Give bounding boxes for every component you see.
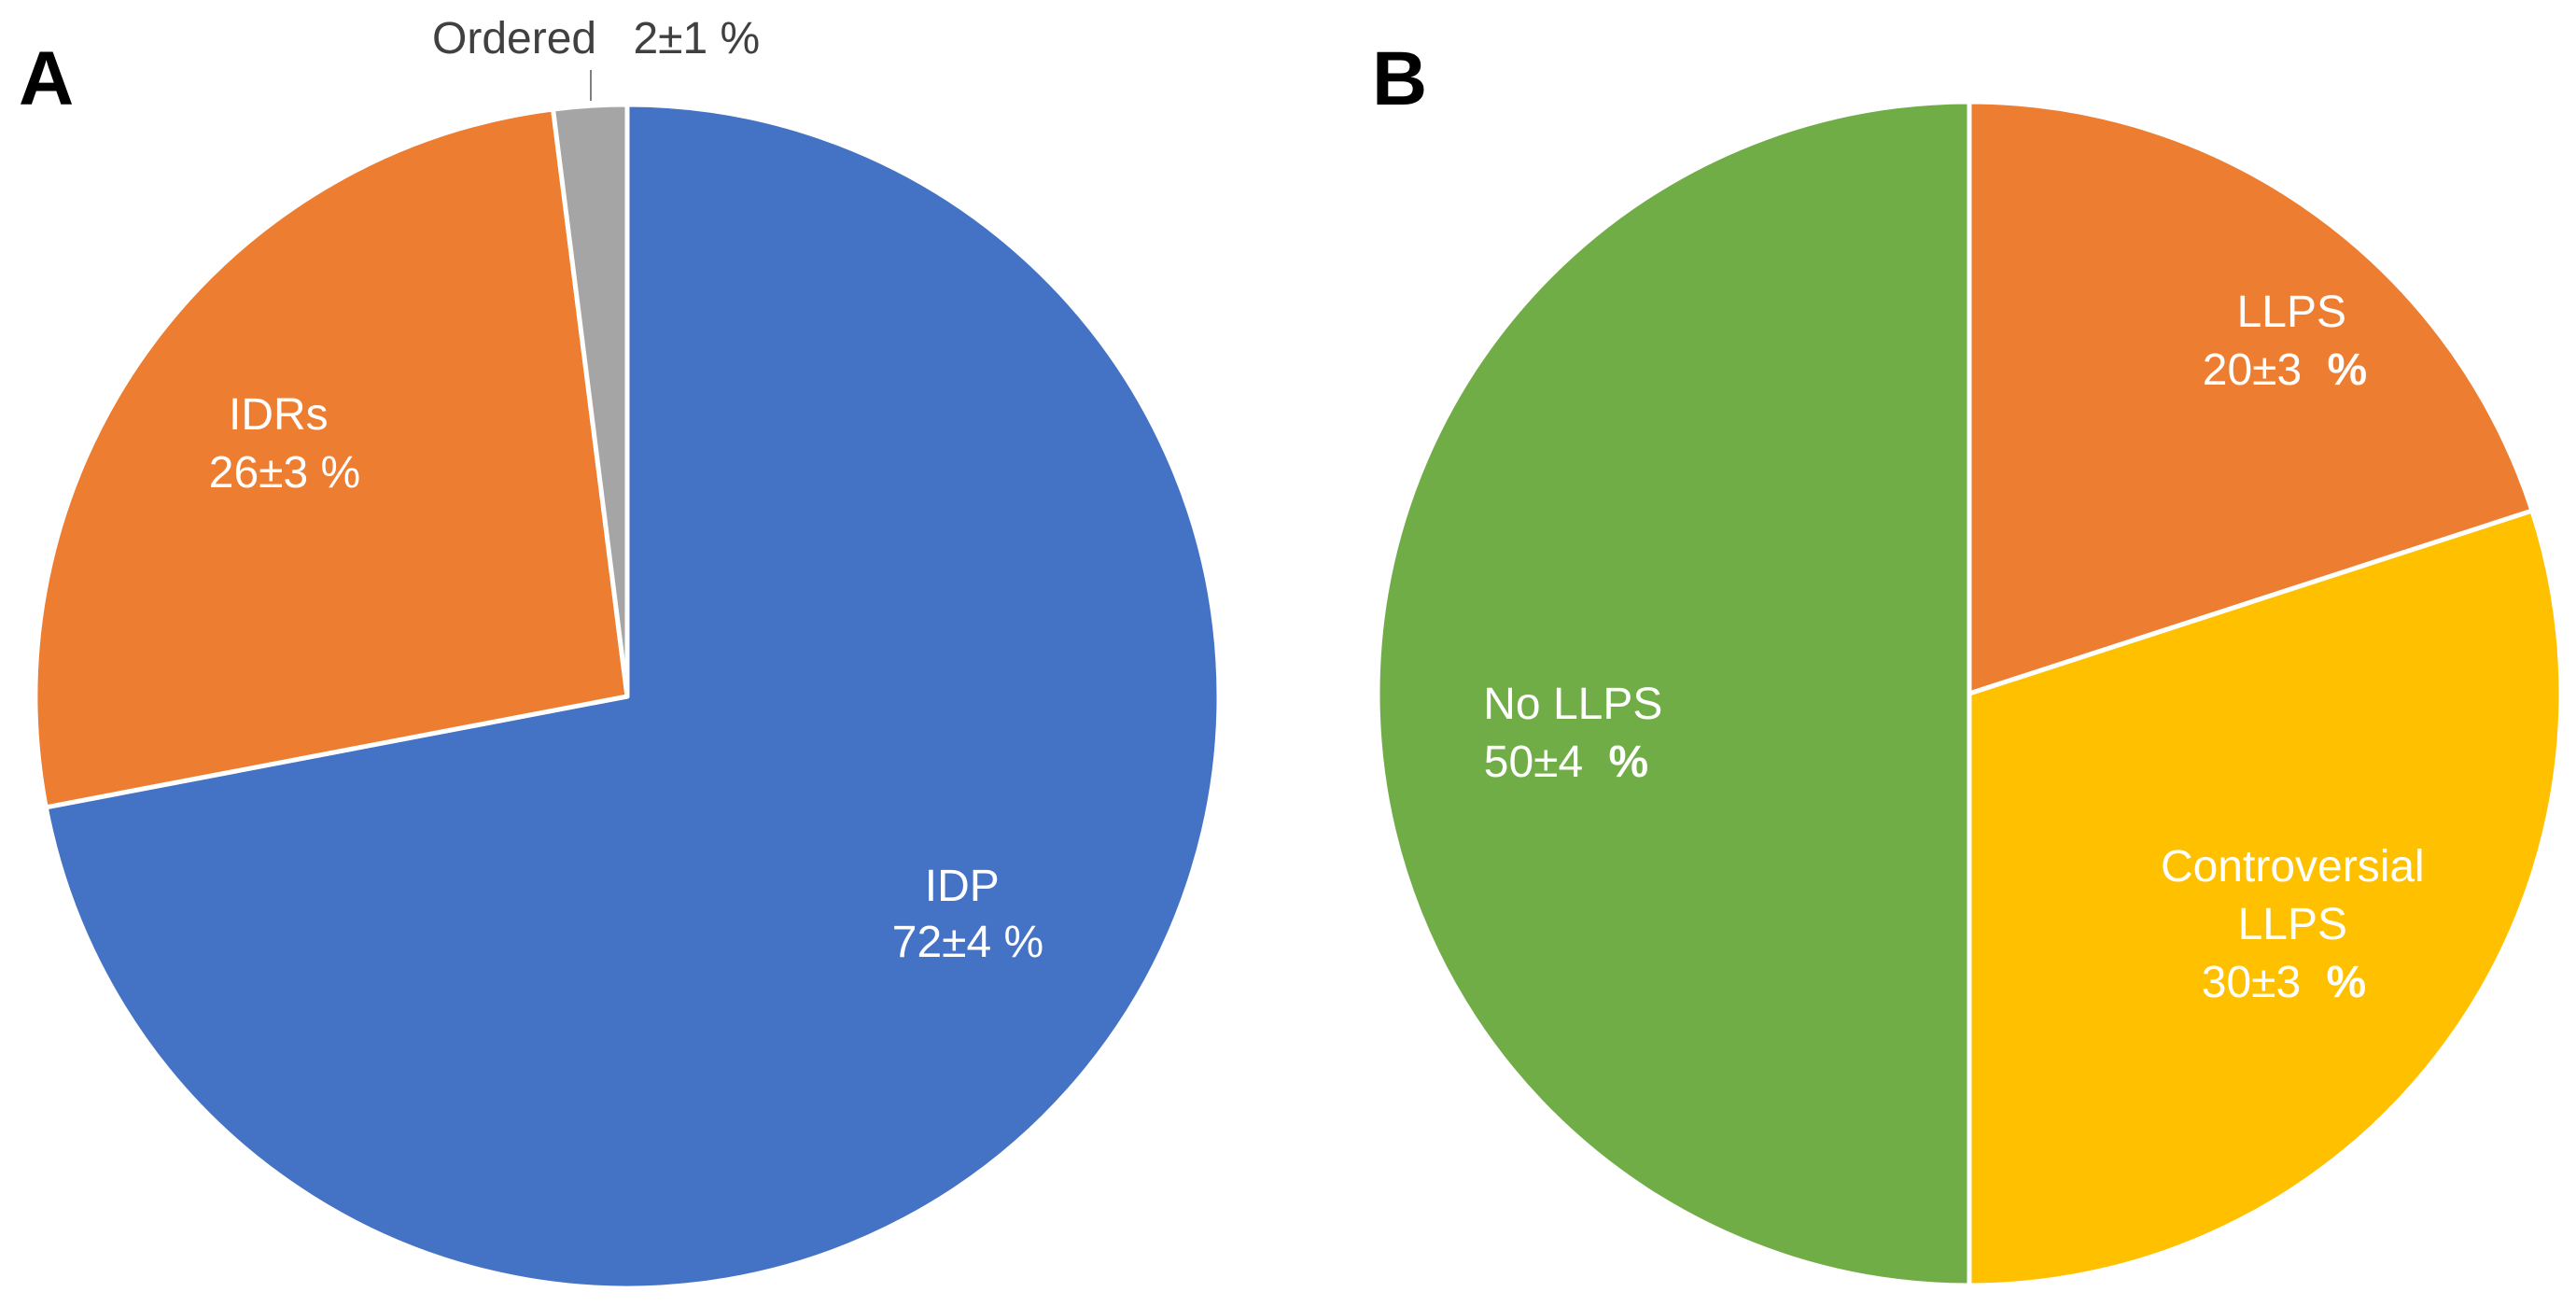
pie-a-label-idp-name: IDP [925, 862, 999, 911]
pie-b-label-no-llps-name: No LLPS [1483, 680, 1662, 729]
pie-a-label-idrs-name: IDRs [229, 390, 329, 440]
pie-a-label-ordered-name: Ordered [432, 14, 596, 63]
pie-b-label-llps: LLPS 20±3 % [2203, 288, 2367, 395]
pie-a-label-ordered: Ordered 2±1 % [432, 14, 760, 63]
pie-a-slice-ordered [551, 102, 630, 699]
panel-a: A IDP 72±4 % IDRs 26±3 % Ordered 2±1 % [19, 14, 1222, 1291]
pie-b-label-no-llps: No LLPS 50±4 % [1483, 680, 1674, 787]
pie-a-slice-idrs [33, 106, 630, 810]
pie-b-label-no-llps-pct: % [1609, 737, 1649, 787]
pie-b-slices [1375, 99, 2564, 1288]
pie-a-slice-idp [43, 102, 1222, 1291]
pie-b-slice-no-llps [1375, 99, 1972, 1288]
pie-b-label-controversial-line2: LLPS [2238, 900, 2347, 949]
pie-b-label-no-llps-value: 50±4 [1484, 737, 1583, 787]
pie-a-label-idrs-value: 26±3 % [209, 448, 360, 498]
pie-b-label-controversial: Controversial LLPS 30±3 % [2161, 842, 2437, 1007]
panel-a-letter: A [19, 36, 74, 121]
panel-b: B LLPS 20±3 % Controversial LLPS 30±3 % … [1372, 36, 2564, 1288]
pie-b-label-llps-pct: % [2328, 345, 2368, 395]
pie-b-label-controversial-value: 30±3 [2202, 958, 2301, 1007]
pie-a-label-idp: IDP 72±4 % [892, 862, 1043, 967]
pie-b-slice-controversial-llps [1967, 508, 2564, 1288]
pie-b-label-controversial-pct: % [2327, 958, 2367, 1007]
pie-a-slices [33, 102, 1222, 1291]
pie-a-label-ordered-value: 2±1 % [633, 14, 760, 63]
pie-a-label-idp-value: 72±4 % [892, 918, 1043, 967]
pie-b-label-controversial-line1: Controversial [2161, 842, 2425, 892]
panel-b-letter: B [1372, 36, 1427, 121]
pie-b-slice-llps [1967, 99, 2535, 696]
pie-a-label-idrs: IDRs 26±3 % [209, 390, 360, 498]
pie-b-label-llps-name: LLPS [2237, 288, 2346, 337]
pie-b-label-llps-value: 20±3 [2203, 345, 2302, 395]
